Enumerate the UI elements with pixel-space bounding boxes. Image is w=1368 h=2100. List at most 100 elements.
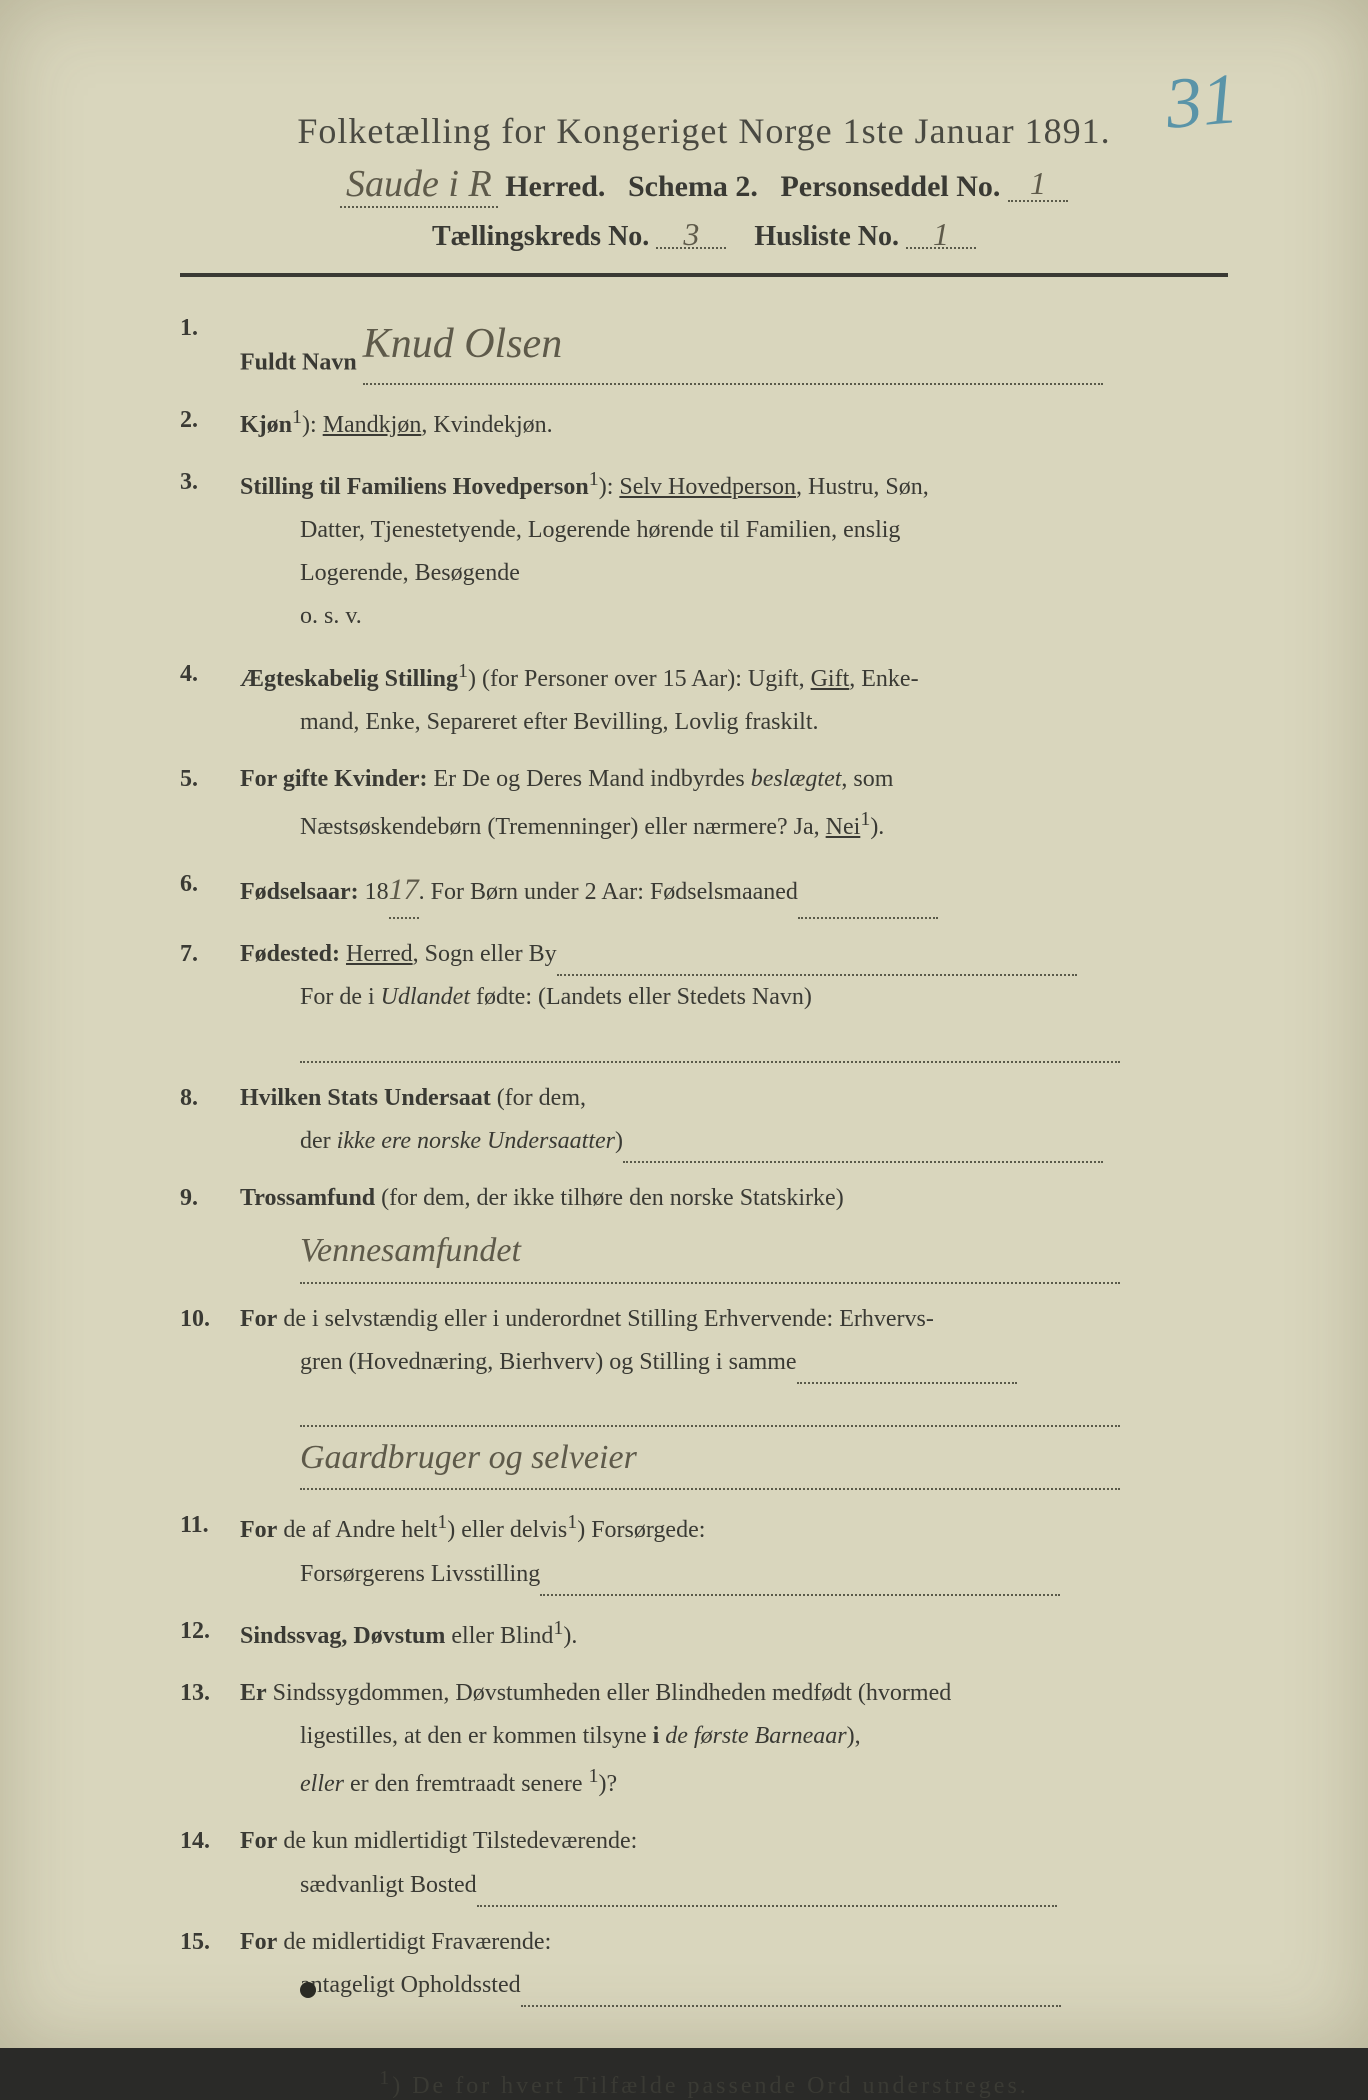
- page-title: Folketælling for Kongeriget Norge 1ste J…: [180, 110, 1228, 152]
- item-line: Datter, Tjenestetyende, Logerende hørend…: [240, 509, 1228, 552]
- item-line-pre: Forsørgerens Livsstilling: [300, 1561, 540, 1587]
- sup: 1: [292, 406, 302, 428]
- item-14: 14. For de kun midlertidigt Tilstedevære…: [180, 1820, 1228, 1906]
- item-number: 4.: [180, 653, 240, 744]
- item-3: 3. Stilling til Familiens Hovedperson1):…: [180, 461, 1228, 639]
- item-underlined: Selv Hovedperson: [619, 474, 796, 500]
- header-row-2: Tællingskreds No. 3 Husliste No. 1: [180, 216, 1228, 253]
- dotted-blank: [797, 1353, 1017, 1384]
- ink-blot: [300, 1982, 316, 1998]
- form-items: 1. Fuldt Navn Knud Olsen 2. Kjøn1): Mand…: [180, 307, 1228, 2007]
- item-text: Sindssygdommen, Døvstumheden eller Blind…: [267, 1680, 952, 1706]
- dotted-blank: [623, 1132, 1103, 1163]
- fullname-handwritten: Knud Olsen: [363, 321, 563, 367]
- item-mid: . For Børn under 2 Aar: Fødselsmaaned: [419, 879, 798, 905]
- item-11: 11. For de af Andre helt1) eller delvis1…: [180, 1504, 1228, 1595]
- kreds-label: Tællingskreds No.: [432, 221, 649, 252]
- item-label: For: [240, 1929, 277, 1955]
- item-italic: ikke ere norske Undersaatter: [337, 1128, 615, 1154]
- item-text: Er De og Deres Mand indbyrdes: [428, 766, 751, 792]
- item-8: 8. Hvilken Stats Undersaat (for dem, der…: [180, 1077, 1228, 1163]
- item-13: 13. Er Sindssygdommen, Døvstumheden elle…: [180, 1672, 1228, 1807]
- dotted-blank: [798, 888, 938, 919]
- item-label: For: [240, 1828, 277, 1854]
- item-text: de midlertidigt Fraværende:: [277, 1929, 551, 1955]
- item-line: Logerende, Besøgende: [240, 552, 1228, 595]
- item-label: Ægteskabelig Stilling: [240, 666, 458, 692]
- dotted-blank: [540, 1565, 1060, 1596]
- sup: 1: [553, 1617, 563, 1639]
- item-label: For: [240, 1306, 277, 1332]
- item-line-pre: Næstsøskendebørn (Tremenninger) eller næ…: [300, 814, 826, 840]
- item-number: 13.: [180, 1672, 240, 1807]
- item-number: 14.: [180, 1820, 240, 1906]
- item-10: 10. For de i selvstændig eller i underor…: [180, 1298, 1228, 1491]
- item-label: Fuldt Navn: [240, 349, 357, 375]
- item-7: 7. Fødested: Herred, Sogn eller By For d…: [180, 933, 1228, 1063]
- item-label: Stilling til Familiens Hovedperson: [240, 474, 589, 500]
- item-underlined: Gift: [811, 666, 850, 692]
- herred-handwritten: Saude i R: [340, 162, 498, 208]
- sup: 1: [589, 468, 599, 490]
- item-line: mand, Enke, Separeret efter Bevilling, L…: [240, 701, 1228, 744]
- item-rest: , Kvindekjøn.: [421, 412, 552, 438]
- item-underlined: Nei: [826, 814, 861, 840]
- religion-handwritten: Vennesamfundet: [300, 1232, 521, 1269]
- item-9: 9. Trossamfund (for dem, der ikke tilhør…: [180, 1177, 1228, 1283]
- item-text: de af Andre helt: [277, 1517, 437, 1543]
- item-text: (for dem, der ikke tilhøre den norske St…: [375, 1185, 844, 1211]
- sup: 1: [860, 808, 870, 830]
- item-rest: , som: [841, 766, 893, 792]
- sup: 1: [437, 1511, 447, 1533]
- item-line: gren (Hovednæring, Bierhverv) og Stillin…: [300, 1349, 797, 1375]
- item-label: Hvilken Stats Undersaat: [240, 1085, 491, 1111]
- item-line: o. s. v.: [240, 595, 1228, 638]
- item-4: 4. Ægteskabelig Stilling1) (for Personer…: [180, 653, 1228, 744]
- item-underlined: Herred: [346, 941, 413, 967]
- item-text: eller Blind: [445, 1623, 553, 1649]
- item-6: 6. Fødselsaar: 1817. For Børn under 2 Aa…: [180, 863, 1228, 919]
- item-line-pre: sædvanligt Bosted: [300, 1872, 477, 1898]
- dotted-blank: [477, 1876, 1057, 1907]
- item-italic: Udlandet: [381, 984, 470, 1010]
- personseddel-no: 1: [1030, 165, 1046, 202]
- item-label: Fødselsaar:: [240, 879, 359, 905]
- item-label: Trossamfund: [240, 1185, 375, 1211]
- item-number: 15.: [180, 1921, 240, 2007]
- item-number: 6.: [180, 863, 240, 919]
- item-rest: , Enke-: [849, 666, 918, 692]
- item-tail: ).: [870, 814, 884, 840]
- item-5: 5. For gifte Kvinder: Er De og Deres Man…: [180, 758, 1228, 849]
- census-form-page: 31 Folketælling for Kongeriget Norge 1st…: [0, 0, 1368, 2048]
- item-2: 2. Kjøn1): Mandkjøn, Kvindekjøn.: [180, 399, 1228, 447]
- item-number: 2.: [180, 399, 240, 447]
- item-number: 12.: [180, 1610, 240, 1658]
- item-label: Fødested:: [240, 941, 340, 967]
- item-rest: ).: [563, 1623, 577, 1649]
- item-rest: , Hustru, Søn,: [796, 474, 929, 500]
- item-label: For: [240, 1517, 277, 1543]
- item-underlined: Mandkjøn: [323, 412, 422, 438]
- item-label: Sindssvag, Døvstum: [240, 1623, 445, 1649]
- item-number: 5.: [180, 758, 240, 849]
- birthyear-handwritten: 17: [389, 863, 419, 919]
- item-line-pre: antageligt Opholdssted: [300, 1972, 521, 1998]
- husliste-no: 1: [933, 216, 949, 253]
- item-number: 10.: [180, 1298, 240, 1491]
- item-tail: ): [615, 1128, 623, 1154]
- item-number: 11.: [180, 1504, 240, 1595]
- sup: 1: [567, 1511, 577, 1533]
- husliste-label: Husliste No.: [754, 221, 899, 252]
- item-label: For gifte Kvinder:: [240, 766, 428, 792]
- item-label: Kjøn: [240, 412, 292, 438]
- page-corner-number: 31: [1163, 57, 1242, 146]
- item-prefix: 18: [359, 879, 389, 905]
- item-number: 9.: [180, 1177, 240, 1283]
- sup: 1: [458, 660, 468, 682]
- item-text: (for dem,: [491, 1085, 586, 1111]
- schema-label: Schema 2.: [628, 170, 758, 203]
- item-italic: beslægtet: [751, 766, 842, 792]
- item-text: de kun midlertidigt Tilstedeværende:: [277, 1828, 637, 1854]
- item-mid: ) eller delvis: [447, 1517, 567, 1543]
- personseddel-label: Personseddel No.: [780, 170, 1000, 203]
